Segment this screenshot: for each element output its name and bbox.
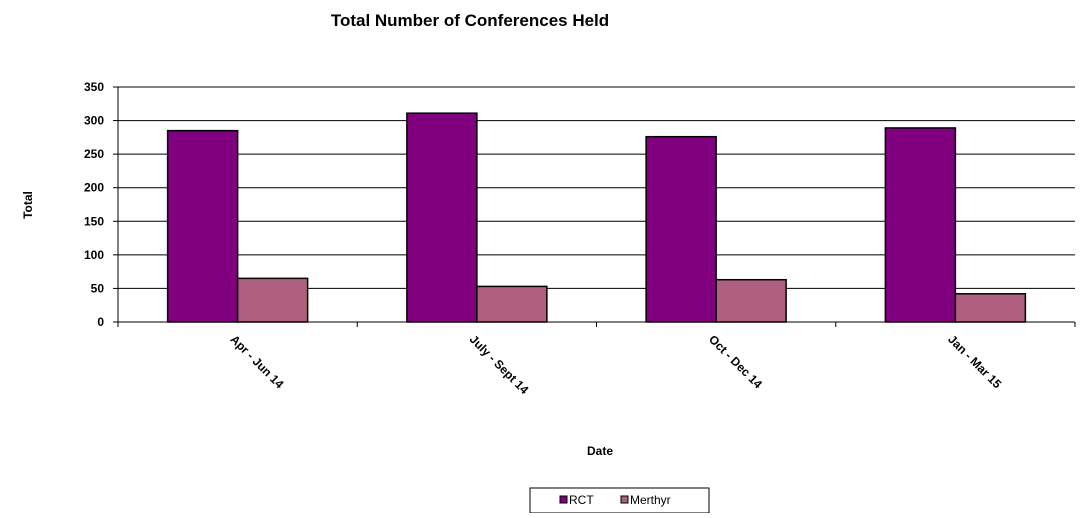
legend-swatch: [620, 495, 629, 504]
bar-rct-2: [406, 112, 478, 323]
bar-rct-4: [884, 127, 957, 323]
y-axis-label: Total: [21, 191, 35, 219]
x-category-label: July - Sept 14: [467, 332, 532, 397]
y-tick-label: 350: [84, 80, 104, 94]
bar-rct-3: [645, 135, 717, 323]
legend-label: RCT: [569, 493, 594, 507]
x-category-label: Apr - Jun 14: [228, 332, 287, 391]
y-tick-label: 0: [97, 315, 104, 329]
axes: [113, 86, 1076, 327]
bar-merthyr-4: [954, 293, 1027, 323]
bar-rct-1: [166, 129, 239, 323]
y-tick-label: 150: [84, 214, 104, 228]
y-tick-label: 300: [84, 114, 104, 128]
x-axis-label: Date: [587, 444, 613, 458]
bars: [166, 112, 1027, 323]
y-tick-label: 50: [91, 281, 105, 295]
y-tick-label: 200: [84, 181, 104, 195]
bar-merthyr-3: [715, 278, 787, 323]
legend-swatch: [559, 495, 568, 504]
x-category-label: Oct - Dec 14: [706, 332, 765, 391]
legend-label: Merthyr: [630, 493, 671, 507]
x-category-label: Jan - Mar 15: [945, 332, 1004, 391]
bar-merthyr-2: [476, 285, 548, 323]
legend-box: [529, 487, 710, 514]
gridlines: [118, 86, 1075, 289]
bar-merthyr-1: [236, 277, 309, 323]
chart-title: Total Number of Conferences Held: [331, 11, 609, 30]
x-category-labels: Apr - Jun 14 July - Sept 14 Oct - Dec 14 Ja…: [228, 332, 1005, 397]
y-tick-label: 250: [84, 147, 104, 161]
y-tick-label: 100: [84, 248, 104, 262]
legend: RCT Merthyr: [529, 487, 710, 514]
y-tick-labels: 0 50 100 150 200 250 300 350: [84, 80, 104, 329]
